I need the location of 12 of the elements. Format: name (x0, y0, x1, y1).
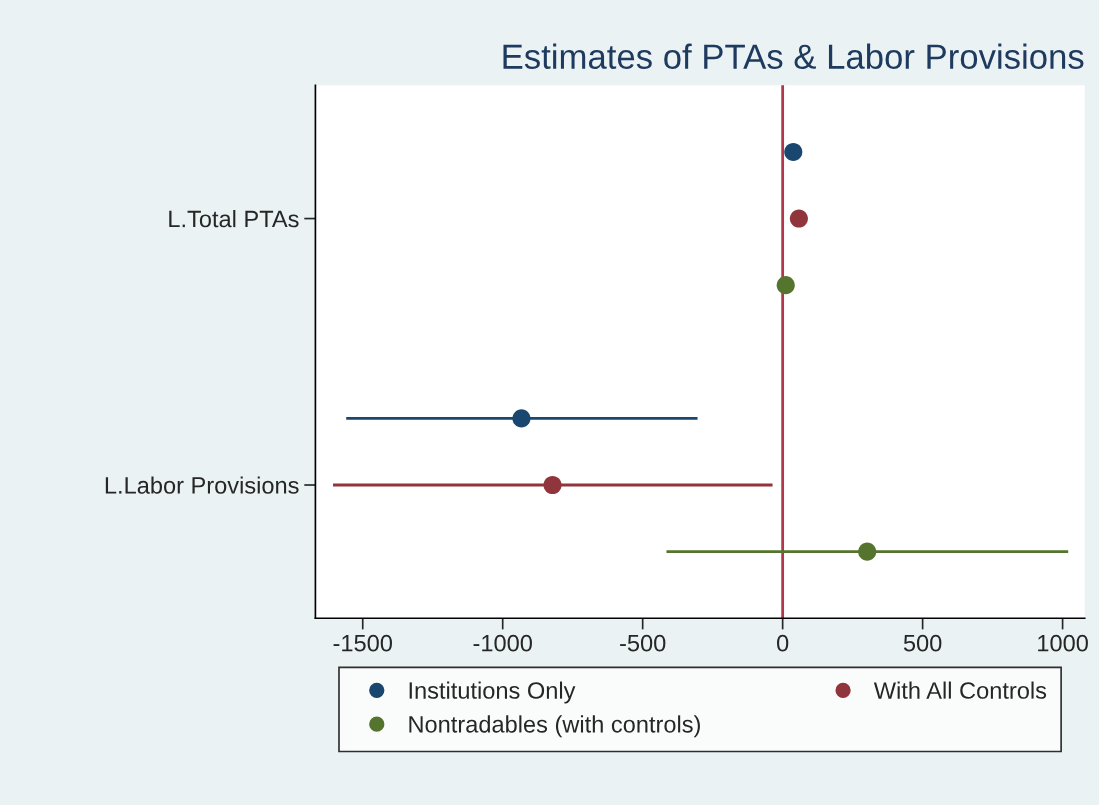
x-tick-label: -1500 (333, 634, 392, 652)
x-tick-label: 500 (903, 634, 942, 652)
x-tick-label: 0 (777, 634, 789, 652)
legend-label: Institutions Only (409, 681, 576, 704)
x-tick-label: -500 (620, 634, 666, 652)
y-tick-label: L.Labor Provisions (105, 476, 299, 494)
legend-label: With All Controls (873, 681, 1047, 699)
x-tick-label: 1000 (1038, 634, 1088, 652)
chart-title: Estimates of PTAs & Labor Provisions (503, 43, 1084, 70)
x-tick-label: -1000 (473, 634, 532, 652)
legend-label: Nontradables (with controls) (409, 715, 700, 738)
y-tick-label: L.Total PTAs (169, 210, 299, 228)
